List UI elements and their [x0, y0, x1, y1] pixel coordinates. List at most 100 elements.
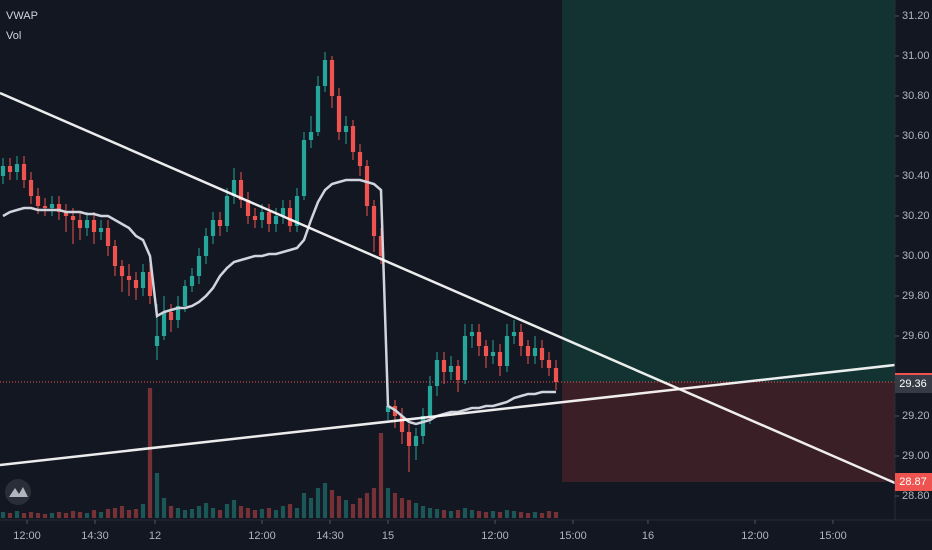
candle-body: [154, 336, 160, 346]
candle-body: [84, 220, 90, 228]
candle-body: [329, 60, 335, 96]
volume-bar: [357, 498, 363, 518]
candle-body: [525, 346, 531, 356]
volume-bar: [266, 508, 272, 518]
candle-body: [532, 348, 538, 356]
volume-bar: [238, 506, 244, 518]
candle-body: [21, 164, 27, 180]
volume-bar: [504, 510, 510, 518]
candle-body: [147, 272, 153, 296]
candle-body: [49, 204, 55, 208]
candle-body: [63, 212, 69, 216]
volume-bar: [70, 511, 76, 518]
volume-bar: [217, 510, 223, 518]
candle-body: [203, 236, 209, 256]
volume-bar: [245, 508, 251, 518]
candle-body: [224, 196, 230, 226]
volume-bar: [105, 509, 111, 518]
candle-body: [273, 216, 279, 224]
indicator-label: Vol: [6, 30, 21, 42]
volume-bar: [413, 503, 419, 518]
candle-body: [70, 216, 76, 220]
price-label-box: [895, 375, 932, 393]
volume-bar: [7, 513, 13, 518]
candle-body: [133, 280, 139, 288]
volume-bar: [259, 509, 265, 518]
volume-bar: [518, 512, 524, 518]
volume-bar: [98, 512, 104, 518]
volume-bar: [196, 506, 202, 518]
candle-body: [434, 360, 440, 386]
candle-body: [126, 276, 132, 280]
volume-bar: [343, 500, 349, 518]
y-tick-label: 29.00: [902, 450, 930, 462]
volume-bar: [441, 510, 447, 518]
candle-body: [448, 366, 454, 372]
volume-bar: [210, 508, 216, 518]
candle-body: [504, 336, 510, 366]
candle-body: [490, 352, 496, 356]
candle-body: [518, 332, 524, 346]
y-tick-label: 30.80: [902, 90, 930, 102]
candle-body: [357, 152, 363, 166]
candle-body: [259, 212, 265, 220]
volume-bar: [140, 504, 146, 518]
candle-body: [315, 86, 321, 132]
candle-body: [189, 276, 195, 286]
candle-body: [42, 206, 48, 208]
candle-body: [56, 204, 62, 212]
candle-body: [98, 228, 104, 232]
volume-bar: [119, 506, 125, 518]
volume-bar: [553, 512, 559, 518]
candle-body: [371, 206, 377, 236]
candle-body: [210, 220, 216, 236]
volume-bar: [483, 512, 489, 518]
volume-bar: [469, 510, 475, 518]
x-tick-label: 14:30: [81, 530, 109, 542]
candle-body: [245, 200, 251, 216]
candle-body: [511, 332, 517, 336]
candle-body: [483, 346, 489, 356]
candle-body: [175, 306, 181, 320]
x-tick-label: 15: [382, 530, 394, 542]
candle-body: [77, 220, 83, 228]
y-tick-label: 31.00: [902, 50, 930, 62]
logo: [5, 479, 31, 505]
trend-line: [0, 363, 895, 467]
volume-bar: [0, 512, 6, 518]
volume-bar: [385, 488, 391, 518]
candle-body: [196, 256, 202, 276]
price-label: 29.36: [899, 378, 927, 390]
volume-bar: [126, 510, 132, 518]
volume-bar: [462, 508, 468, 518]
x-tick-label: 16: [642, 530, 654, 542]
volume-bar: [49, 513, 55, 518]
price-label-box: [895, 473, 932, 491]
volume-bar: [364, 493, 370, 518]
candle-body: [469, 332, 475, 336]
y-tick-label: 29.60: [902, 330, 930, 342]
candle-body: [14, 164, 20, 172]
candle-body: [350, 126, 356, 152]
volume-bar: [336, 496, 342, 518]
volume-bar: [56, 512, 62, 518]
y-tick-label: 30.00: [902, 250, 930, 262]
vwap-line: [2, 178, 556, 426]
candle-body: [301, 140, 307, 196]
trend-line: [0, 91, 895, 485]
volume-bar: [161, 498, 167, 518]
x-tick-label: 12:00: [13, 530, 41, 542]
volume-bar: [455, 510, 461, 518]
candle-body: [119, 266, 125, 276]
volume-bar: [35, 513, 41, 518]
volume-bar: [28, 512, 34, 518]
candle-body: [406, 432, 412, 446]
volume-bar: [546, 511, 552, 518]
x-tick-label: 12:00: [248, 530, 276, 542]
volume-bar: [252, 510, 258, 518]
y-tick-label: 29.80: [902, 290, 930, 302]
candle-body: [112, 246, 118, 266]
candle-body: [553, 368, 559, 382]
volume-bar: [448, 511, 454, 518]
volume-bar: [434, 509, 440, 518]
